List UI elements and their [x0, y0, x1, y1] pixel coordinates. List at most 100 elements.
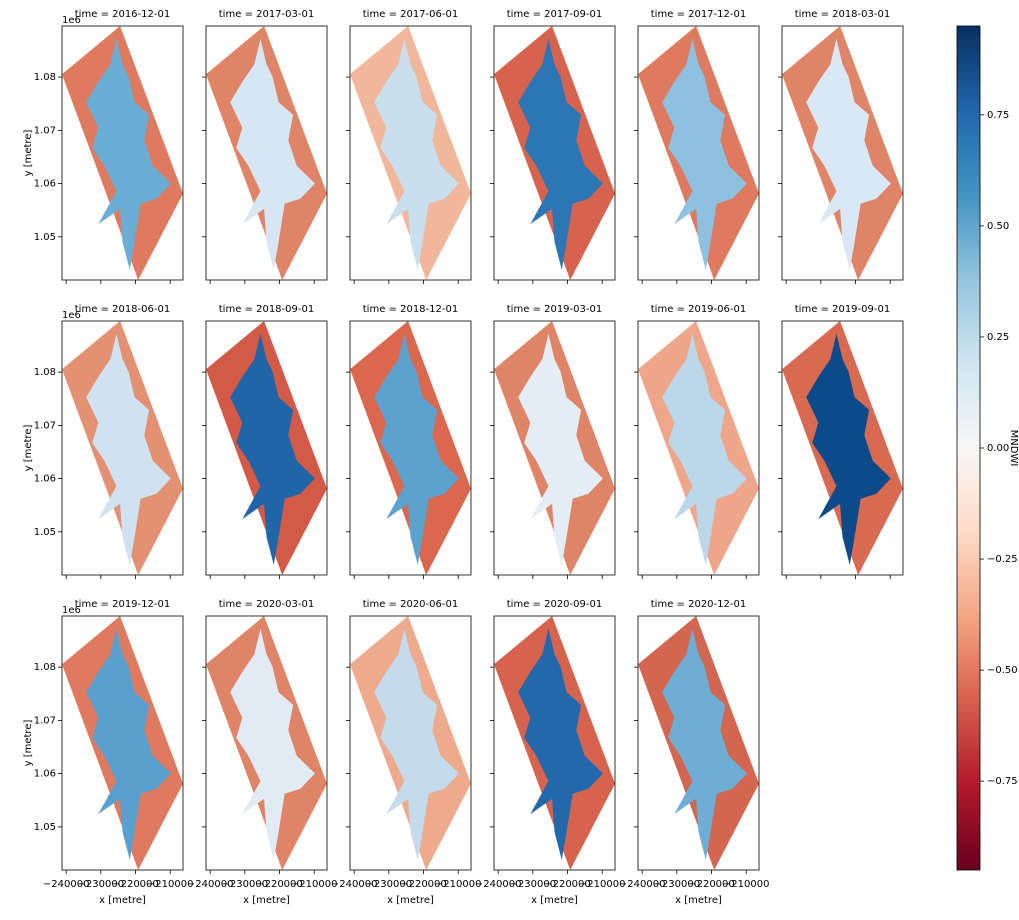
colorbar-tick-label: 0.50 — [987, 221, 1009, 232]
x-axis-label: x [metre] — [99, 895, 146, 906]
y-axis-label: y [metre] — [23, 720, 34, 767]
panel-title: time = 2019-06-01 — [651, 304, 746, 315]
x-axis-label: x [metre] — [675, 895, 722, 906]
colorbar-tick-label: −0.25 — [987, 554, 1018, 565]
panel-title: time = 2018-03-01 — [795, 9, 890, 20]
y-axis-label: y [metre] — [23, 425, 34, 472]
water — [374, 628, 459, 860]
panel-title: time = 2017-09-01 — [507, 9, 602, 20]
panel-title: time = 2016-12-01 — [75, 9, 170, 20]
colorbar-tick-label: −0.75 — [987, 776, 1018, 787]
axes-frame — [205, 25, 328, 281]
axes-frame — [637, 615, 760, 871]
x-tick-label: −210000 — [291, 879, 338, 890]
panel-title: time = 2017-03-01 — [219, 9, 314, 20]
panel-title: time = 2019-09-01 — [795, 304, 890, 315]
y-axis-label: y [metre] — [23, 130, 34, 177]
colorbar — [956, 25, 981, 871]
x-tick-label: −240000 — [331, 879, 378, 890]
x-tick-label: −220000 — [544, 879, 591, 890]
x-tick-label: −240000 — [43, 879, 90, 890]
y-tick-label: 1.05 — [34, 232, 56, 243]
axes-frame — [61, 25, 184, 281]
axes-frame — [349, 25, 472, 281]
x-tick-label: −220000 — [400, 879, 447, 890]
y-tick-label: 1.06 — [34, 474, 56, 485]
axes-frame — [61, 615, 184, 871]
x-tick-label: −220000 — [688, 879, 735, 890]
x-tick-label: −230000 — [78, 879, 125, 890]
x-tick-label: −230000 — [366, 879, 413, 890]
axes-frame — [637, 320, 760, 576]
x-tick-label: −240000 — [187, 879, 234, 890]
axes-frame — [349, 615, 472, 871]
x-axis-label: x [metre] — [387, 895, 434, 906]
y-tick-label: 1.06 — [34, 769, 56, 780]
x-tick-label: −220000 — [256, 879, 303, 890]
panel-title: time = 2019-12-01 — [75, 599, 170, 610]
axes-frame — [493, 320, 616, 576]
water — [230, 38, 315, 270]
y-tick-label: 1.07 — [34, 125, 56, 136]
x-tick-label: −240000 — [475, 879, 522, 890]
water — [806, 38, 891, 270]
x-tick-label: −210000 — [579, 879, 626, 890]
colorbar-tick-label: 0.75 — [987, 110, 1009, 121]
y-tick-label: 1.07 — [34, 420, 56, 431]
x-tick-label: −240000 — [619, 879, 666, 890]
water — [86, 333, 171, 565]
y-offset: 1e6 — [62, 605, 81, 616]
colorbar-tick-label: −0.50 — [987, 665, 1018, 676]
panel-title: time = 2020-03-01 — [219, 599, 314, 610]
colorbar-tick-label: 0.00 — [987, 443, 1009, 454]
water — [374, 333, 459, 565]
y-tick-label: 1.07 — [34, 715, 56, 726]
x-axis-label: x [metre] — [243, 895, 290, 906]
x-axis-label: x [metre] — [531, 895, 578, 906]
water — [662, 628, 747, 860]
water — [518, 628, 603, 860]
x-tick-label: −230000 — [654, 879, 701, 890]
axes-frame — [781, 25, 904, 281]
water — [230, 333, 315, 565]
axes-frame — [61, 320, 184, 576]
water — [374, 38, 459, 270]
water — [806, 333, 891, 565]
axes-frame — [493, 615, 616, 871]
y-offset: 1e6 — [62, 15, 81, 26]
axes-frame — [637, 25, 760, 281]
panel-title: time = 2017-06-01 — [363, 9, 458, 20]
axes-frame — [349, 320, 472, 576]
water — [230, 628, 315, 860]
panel-title: time = 2018-12-01 — [363, 304, 458, 315]
y-tick-label: 1.05 — [34, 822, 56, 833]
panel-title: time = 2017-12-01 — [651, 9, 746, 20]
x-tick-label: −230000 — [222, 879, 269, 890]
panel-title: time = 2020-09-01 — [507, 599, 602, 610]
y-tick-label: 1.05 — [34, 527, 56, 538]
colorbar-label: MNDWI — [1008, 430, 1019, 467]
y-tick-label: 1.08 — [34, 662, 56, 673]
water — [518, 38, 603, 270]
water — [662, 38, 747, 270]
water — [662, 333, 747, 565]
axes-frame — [781, 320, 904, 576]
panel-title: time = 2020-12-01 — [651, 599, 746, 610]
axes-frame — [205, 320, 328, 576]
x-tick-label: −210000 — [147, 879, 194, 890]
panel-title: time = 2018-09-01 — [219, 304, 314, 315]
panel-title: time = 2018-06-01 — [75, 304, 170, 315]
x-tick-label: −220000 — [112, 879, 159, 890]
colorbar-tick-label: 0.25 — [987, 332, 1009, 343]
y-offset: 1e6 — [62, 310, 81, 321]
x-tick-label: −210000 — [723, 879, 770, 890]
axes-frame — [205, 615, 328, 871]
water — [86, 628, 171, 860]
y-tick-label: 1.06 — [34, 179, 56, 190]
panel-title: time = 2019-03-01 — [507, 304, 602, 315]
water — [518, 333, 603, 565]
panel-title: time = 2020-06-01 — [363, 599, 458, 610]
x-tick-label: −210000 — [435, 879, 482, 890]
axes-frame — [493, 25, 616, 281]
